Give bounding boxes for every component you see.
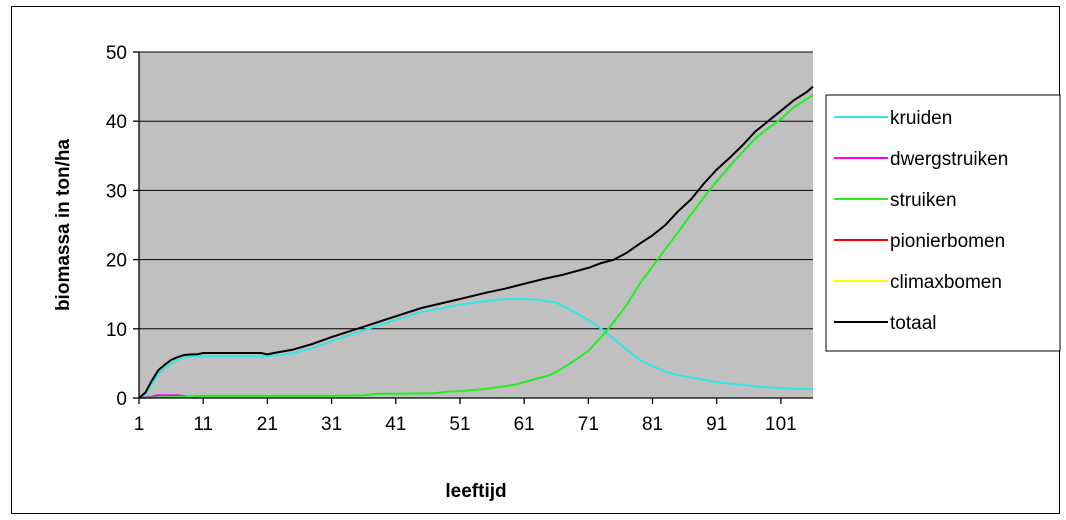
legend-entry-climaxbomen: climaxbomen — [834, 272, 1002, 293]
gridlines — [139, 51, 813, 330]
legend-entry-totaal: totaal — [834, 313, 936, 334]
legend-entry-pionierbomen: pionierbomen — [834, 231, 1005, 252]
x-tick-label: 101 — [765, 414, 797, 435]
x-tick-label: 1 — [134, 414, 145, 435]
y-tick-label: 0 — [116, 389, 127, 410]
series-line-kruiden — [138, 298, 813, 399]
legend-label: totaal — [890, 313, 936, 334]
y-tick-label: 40 — [106, 112, 127, 133]
x-axis-title: leeftijd — [445, 481, 506, 502]
legend-entry-kruiden: kruiden — [834, 108, 952, 129]
y-tick-label: 10 — [106, 320, 127, 341]
x-tick-label: 61 — [514, 414, 535, 435]
plot-area — [139, 52, 813, 398]
x-tick-label: 81 — [642, 414, 663, 435]
series-line-struiken — [138, 94, 814, 399]
legend-label: struiken — [890, 190, 957, 211]
y-tick-label: 20 — [106, 251, 127, 272]
legend-label: climaxbomen — [890, 272, 1002, 293]
series-layer — [138, 85, 814, 399]
series-line-totaal — [138, 85, 814, 399]
legend-box — [825, 94, 1061, 352]
legend-entry-dwergstruiken: dwergstruiken — [834, 149, 1008, 170]
y-tick-label: 30 — [106, 181, 127, 202]
legend-label: dwergstruiken — [890, 149, 1008, 170]
legend-entry-struiken: struiken — [834, 190, 957, 211]
x-ticks: 1 11 21 31 41 51 61 71 81 91 101 — [134, 398, 797, 435]
y-ticks: 0 10 20 30 40 50 — [106, 43, 139, 410]
y-axis-title: biomassa in ton/ha — [53, 139, 74, 312]
x-tick-label: 91 — [706, 414, 727, 435]
legend: kruiden dwergstruiken struiken pionierbomen… — [834, 108, 1008, 334]
x-tick-label: 51 — [449, 414, 470, 435]
legend-label: pionierbomen — [890, 231, 1005, 252]
x-tick-label: 71 — [578, 414, 599, 435]
legend-label: kruiden — [890, 108, 952, 129]
y-tick-label: 50 — [106, 43, 127, 64]
x-tick-label: 11 — [193, 414, 213, 435]
x-tick-label: 31 — [321, 414, 342, 435]
x-tick-label: 21 — [257, 414, 278, 435]
x-tick-label: 41 — [385, 414, 406, 435]
